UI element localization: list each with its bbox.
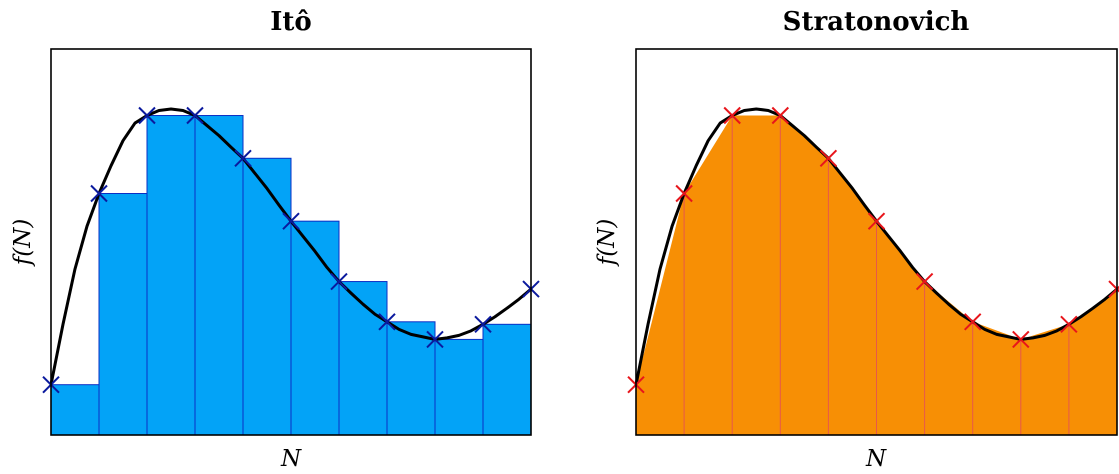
stratonovich-axes-frame xyxy=(635,48,1118,436)
ito-marker-8 xyxy=(426,330,444,349)
stratonovich-marker-5 xyxy=(867,212,886,230)
ito-bar-8 xyxy=(434,338,484,436)
ito-bar-1 xyxy=(98,193,148,436)
stratonovich-plot-area xyxy=(627,106,1119,436)
stratonovich-x-axis-label: N xyxy=(865,446,887,472)
stratonovich-panel: Stratonovich N f(N) xyxy=(594,7,1119,472)
ito-bar-4 xyxy=(242,157,292,436)
ito-title: Itô xyxy=(270,7,312,37)
stratonovich-marker-8 xyxy=(1012,330,1030,349)
ito-marker-4 xyxy=(234,149,252,167)
stratonovich-marker-7 xyxy=(963,313,982,331)
stratonovich-marker-6 xyxy=(915,272,934,291)
ito-bar-5 xyxy=(290,220,340,436)
ito-marker-6 xyxy=(330,272,348,291)
stratonovich-marker-2 xyxy=(723,106,741,125)
stratonovich-y-axis-label: f(N) xyxy=(594,219,620,268)
ito-panel: Itô N f(N) xyxy=(10,7,540,472)
ito-marker-5 xyxy=(282,212,300,230)
ito-marker-3 xyxy=(186,106,204,125)
ito-bar-7 xyxy=(386,321,436,436)
ito-bar-6 xyxy=(338,281,388,436)
stratonovich-marker-4 xyxy=(819,149,838,167)
stratonovich-marker-1 xyxy=(675,184,693,203)
ito-axes-frame xyxy=(50,48,532,436)
ito-bar-2 xyxy=(146,115,196,436)
ito-x-axis-label: N xyxy=(280,446,302,472)
stratonovich-marker-3 xyxy=(771,106,790,125)
ito-marker-9 xyxy=(474,315,492,334)
ito-marker-1 xyxy=(90,184,108,203)
ito-y-axis-label: f(N) xyxy=(10,219,36,268)
ito-bar-3 xyxy=(194,115,244,436)
ito-bar-0 xyxy=(50,384,100,436)
stratonovich-title: Stratonovich xyxy=(783,7,970,37)
ito-plot-area xyxy=(42,106,540,436)
stratonovich-marker-9 xyxy=(1060,315,1078,334)
ito-bar-9 xyxy=(482,323,532,436)
ito-marker-7 xyxy=(378,313,396,331)
ito-marker-2 xyxy=(138,106,156,125)
